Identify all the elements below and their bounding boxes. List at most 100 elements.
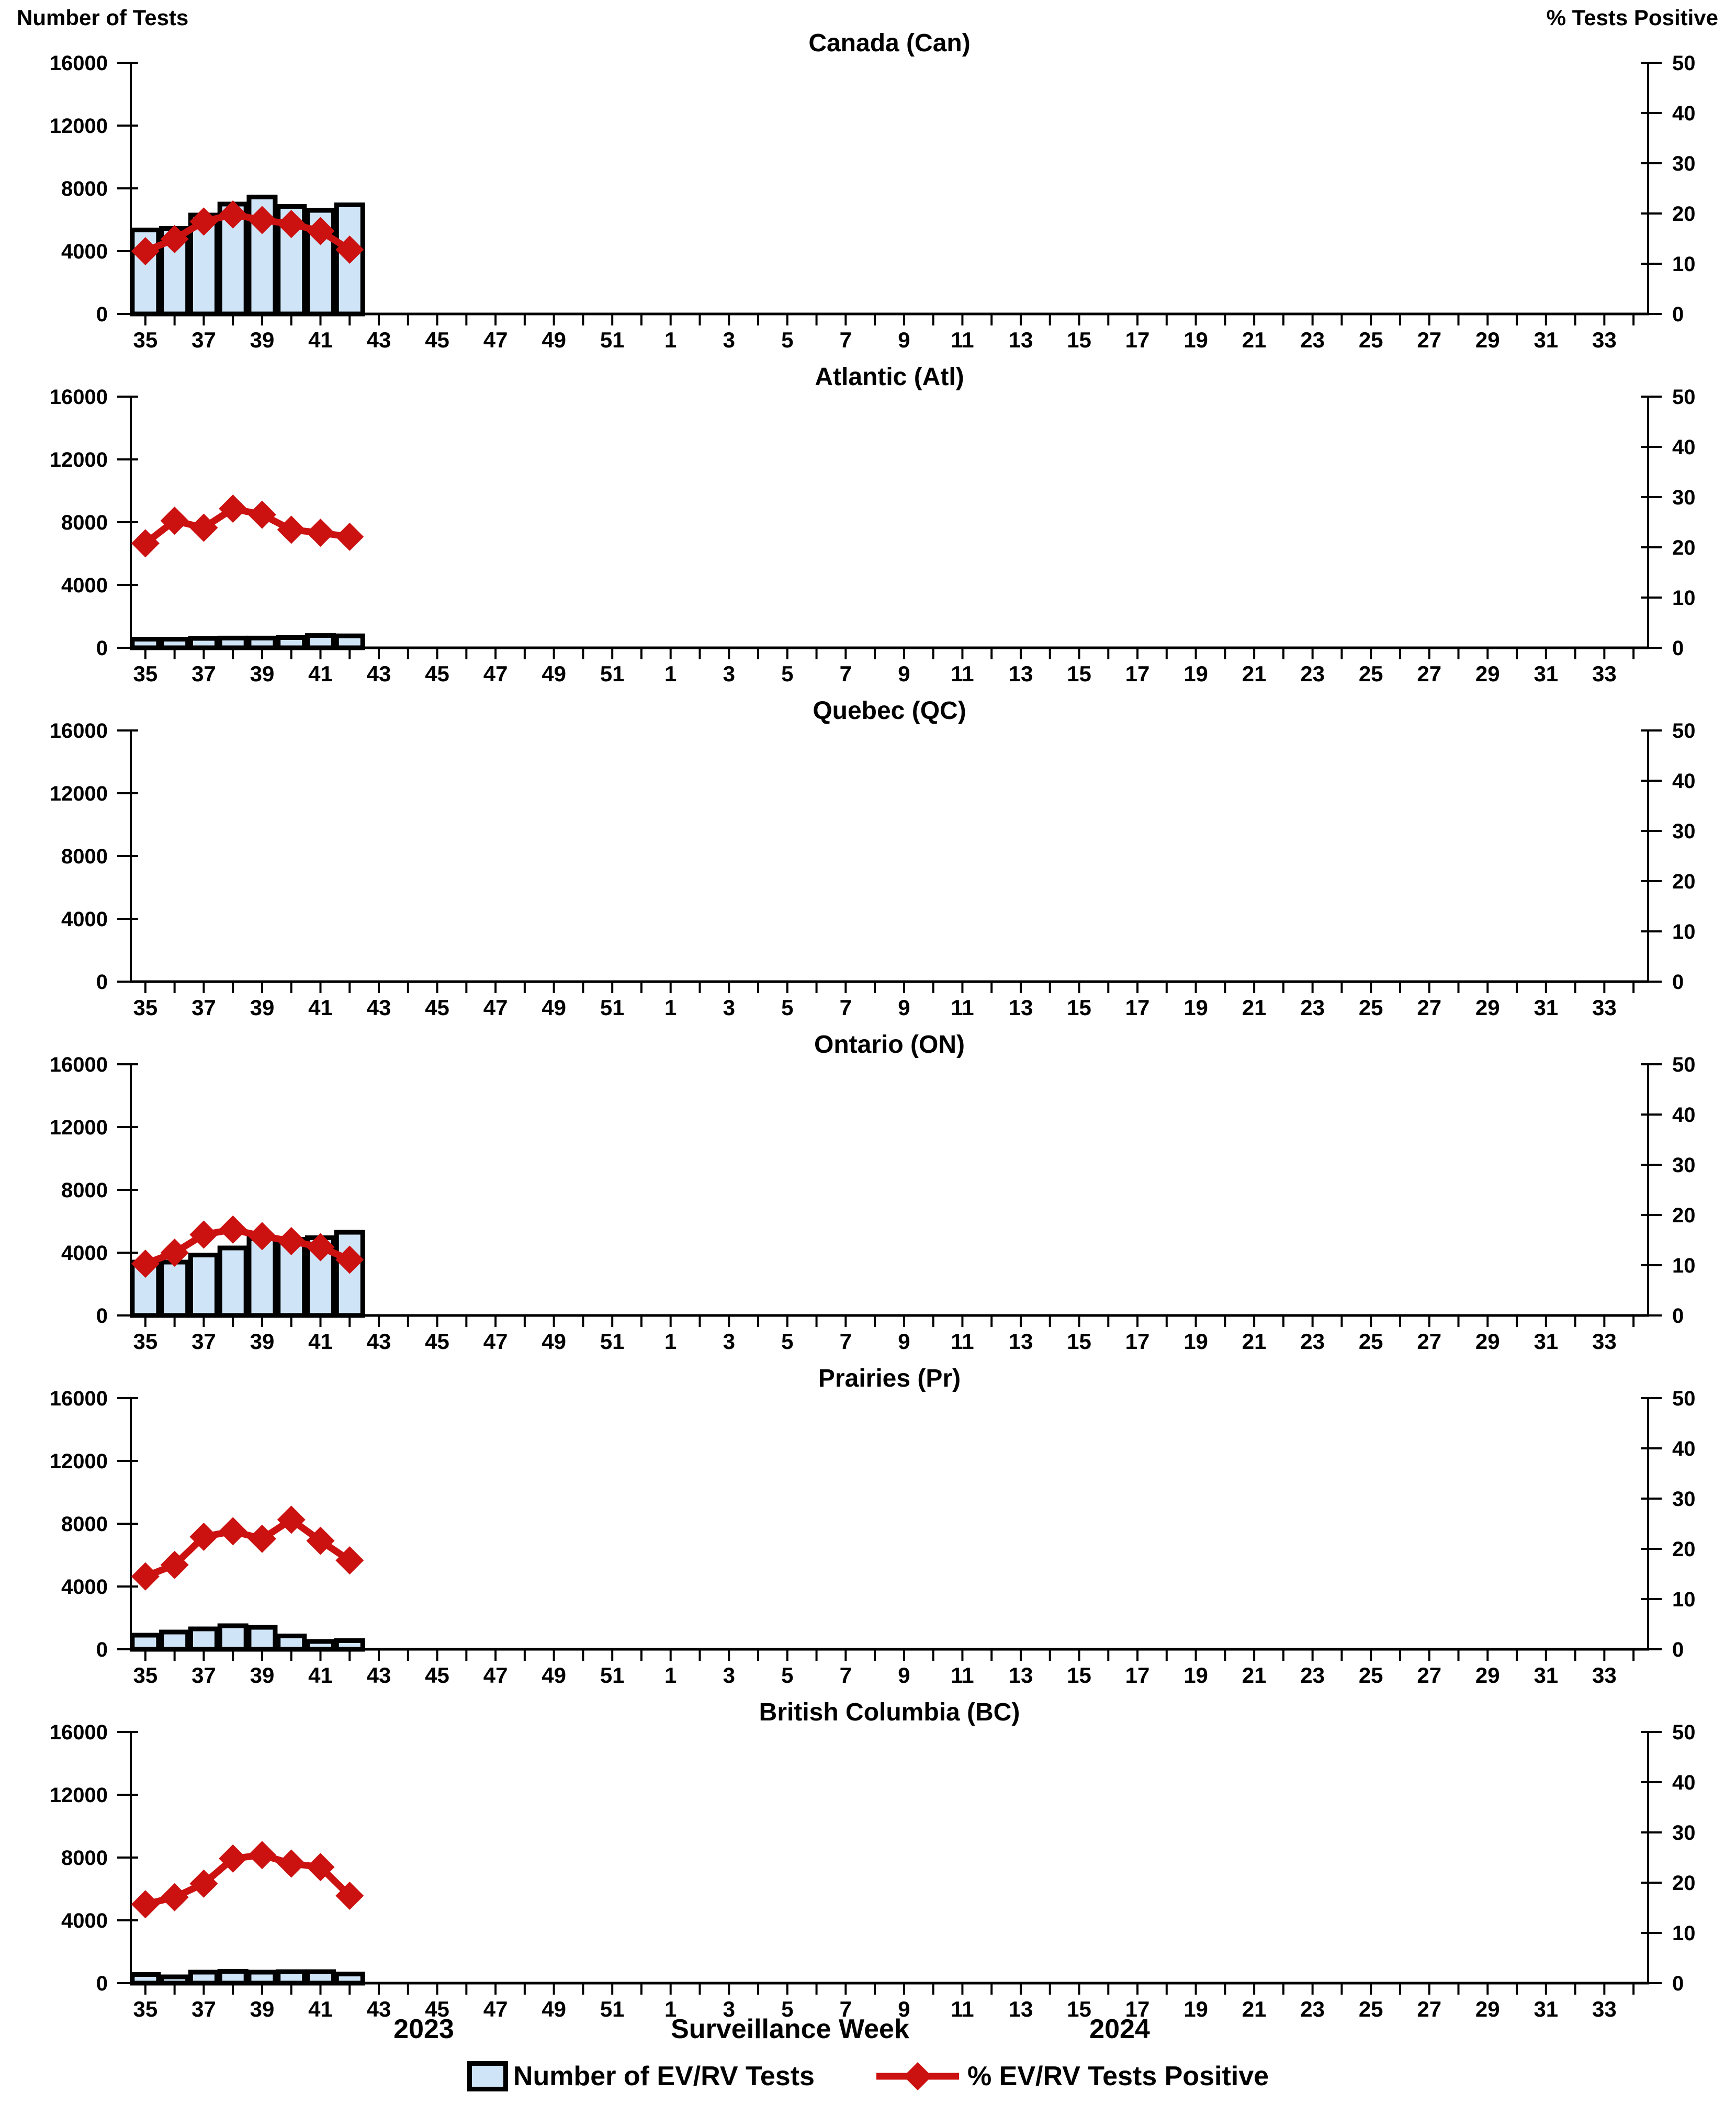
x-tick-label: 29	[1475, 1663, 1500, 1687]
line-marker-week-39	[247, 206, 276, 234]
bar-week-39	[246, 635, 278, 650]
x-tick-label: 49	[542, 1997, 566, 2021]
x-tick-label: 45	[425, 1663, 449, 1687]
x-tick-label: 37	[191, 661, 216, 686]
x-tick-label: 51	[600, 328, 625, 352]
x-tick-label: 7	[840, 328, 852, 352]
line-marker-week-41	[306, 1526, 335, 1555]
x-tick-label: 33	[1592, 661, 1617, 686]
line-marker-week-35	[131, 1250, 160, 1278]
x-tick-label: 33	[1592, 1663, 1617, 1687]
chart-title: Ontario (ON)	[814, 1031, 965, 1059]
y-right-tick-label: 40	[1672, 102, 1696, 125]
x-tick-label: 11	[951, 1329, 974, 1354]
line-marker-week-42	[335, 1881, 364, 1910]
left-axis-title: Number of Tests	[17, 5, 189, 30]
x-tick-label: 45	[425, 995, 449, 1020]
x-tick-label: 19	[1183, 1663, 1208, 1687]
line-marker-week-36	[160, 507, 189, 535]
x-tick-label: 27	[1417, 1997, 1441, 2021]
x-tick-label: 39	[250, 995, 275, 1020]
y-left-tick-label: 8000	[61, 177, 108, 200]
line-marker-week-42	[335, 522, 364, 551]
y-left-tick-label: 16000	[50, 1721, 108, 1744]
line-marker-week-39	[247, 500, 276, 529]
legend-bar-label: Number of EV/RV Tests	[513, 2061, 815, 2091]
x-tick-label: 37	[191, 995, 216, 1020]
x-tick-label: 33	[1592, 995, 1617, 1020]
y-axis-left: 16000 12000 8000 4000 0	[50, 1387, 138, 1661]
legend-item-tests: Number of EV/RV Tests	[467, 2061, 815, 2092]
y-left-tick-label: 12000	[50, 1784, 108, 1807]
x-tick-label: 29	[1475, 328, 1500, 352]
x-tick-label: 27	[1417, 328, 1441, 352]
x-tick-label: 9	[898, 1329, 910, 1354]
x-tick-label: 19	[1183, 661, 1208, 686]
y-axis-left: 16000 12000 8000 4000 0	[50, 719, 138, 994]
x-tick-label: 19	[1183, 1997, 1208, 2021]
x-tick-label: 9	[898, 328, 910, 352]
chart-Pr: Prairies (Pr)160001200080004000050403020…	[50, 1365, 1696, 1687]
y-left-tick-label: 4000	[61, 1909, 108, 1932]
x-tick-label: 9	[898, 661, 910, 686]
x-tick-label: 41	[308, 661, 333, 686]
x-tick-label: 21	[1242, 1663, 1267, 1687]
x-tick-label: 17	[1125, 1663, 1150, 1687]
line-marker-week-40	[277, 1849, 306, 1878]
axes	[130, 730, 1649, 983]
x-tick-label: 47	[483, 661, 508, 686]
line-marker-week-37	[189, 1522, 218, 1551]
y-right-tick-label: 40	[1672, 1771, 1696, 1794]
y-right-tick-label: 0	[1672, 1638, 1684, 1661]
x-tick-label: 31	[1534, 1329, 1558, 1354]
x-tick-label: 9	[898, 1663, 910, 1687]
y-left-tick-label: 0	[96, 1972, 108, 1995]
line-marker-week-37	[189, 207, 218, 236]
line-marker-week-38	[219, 1844, 247, 1873]
line-marker-week-41	[306, 1233, 335, 1262]
x-tick-label: 27	[1417, 995, 1441, 1020]
x-tick-label: 39	[250, 661, 275, 686]
x-tick-label: 31	[1534, 1997, 1558, 2021]
y-left-tick-label: 4000	[61, 1576, 108, 1599]
legend-line-label: % EV/RV Tests Positive	[967, 2061, 1269, 2091]
x-tick-label: 31	[1534, 1663, 1558, 1687]
x-tick-label: 3	[723, 1663, 735, 1687]
y-left-tick-label: 0	[96, 1304, 108, 1327]
x-tick-label: 25	[1359, 661, 1383, 686]
x-axis: 35 37 39 41 43 45 47 49 51 1 3 5 7 9 11 13 15 17 19 21 23 25 2…	[133, 1649, 1635, 1687]
chart-Can: Canada (Can)1600012000800040000504030201…	[50, 29, 1696, 352]
line-marker-week-40	[277, 515, 306, 544]
y-axis-right: 50 40 30 20 10 0	[1641, 719, 1696, 994]
x-tick-label: 27	[1417, 1663, 1441, 1687]
x-tick-label: 1	[664, 1329, 677, 1354]
y-left-tick-label: 16000	[50, 1053, 108, 1076]
x-tick-label: 17	[1125, 1329, 1150, 1354]
line-marker-week-42	[335, 235, 364, 264]
chart-title: British Columbia (BC)	[759, 1698, 1020, 1726]
x-tick-label: 31	[1534, 328, 1558, 352]
x-tick-label: 43	[367, 995, 391, 1020]
y-right-tick-label: 20	[1672, 1538, 1696, 1561]
x-tick-label: 35	[133, 1663, 158, 1687]
x-axis-title: Surveillance Week	[671, 2014, 909, 2044]
x-tick-label: 9	[898, 995, 910, 1020]
x-tick-label: 43	[367, 328, 391, 352]
x-tick-label: 39	[250, 1663, 275, 1687]
x-tick-label: 49	[542, 328, 566, 352]
x-tick-label: 35	[133, 1329, 158, 1354]
positivity-series	[131, 1505, 364, 1591]
positivity-series	[131, 200, 364, 265]
y-left-tick-label: 16000	[50, 1387, 108, 1410]
x-tick-label: 41	[308, 1329, 333, 1354]
bar-week-36	[159, 1259, 190, 1318]
bar-week-42	[334, 1638, 365, 1652]
x-tick-label: 37	[191, 1329, 216, 1354]
y-right-tick-label: 0	[1672, 1304, 1684, 1327]
x-tick-label: 1	[664, 1997, 677, 2021]
x-tick-label: 43	[367, 1663, 391, 1687]
x-tick-label: 25	[1359, 1329, 1383, 1354]
line-marker-week-35	[131, 1562, 160, 1591]
x-tick-label: 19	[1183, 995, 1208, 1020]
y-left-tick-label: 8000	[61, 1513, 108, 1536]
